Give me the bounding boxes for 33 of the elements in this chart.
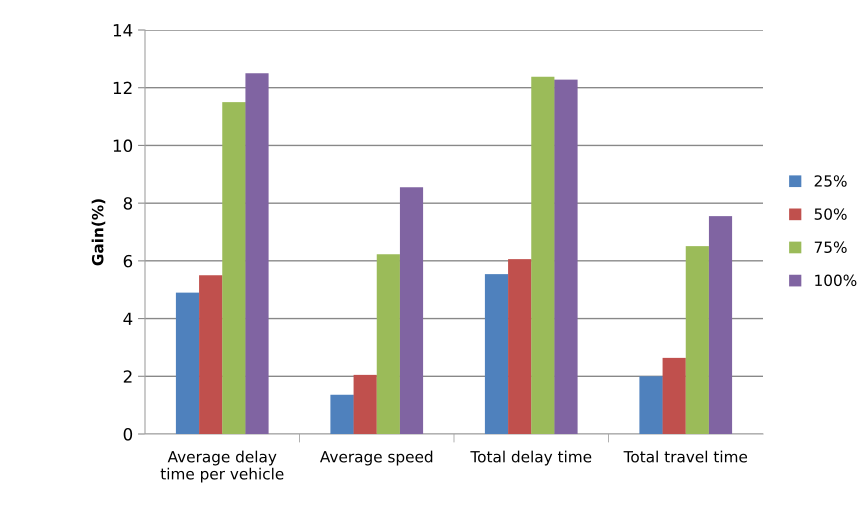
x-tick-label: Total travel time	[624, 450, 748, 462]
y-tick-label: 12	[114, 82, 132, 94]
x-tick-label: Average delay time per vehicle	[160, 450, 284, 483]
bar	[354, 374, 377, 434]
y-tick-label: 6	[124, 254, 132, 268]
bar	[686, 246, 709, 434]
bar	[508, 259, 532, 434]
bar	[330, 394, 354, 434]
legend-label: 50%	[814, 208, 847, 220]
x-tick-label: Total delay time	[470, 450, 592, 466]
x-tick-label: Average speed	[320, 450, 432, 466]
y-tick-label: 4	[123, 312, 132, 325]
bar	[376, 254, 400, 434]
legend-label: 25%	[814, 175, 847, 187]
bar	[245, 73, 269, 434]
bar	[662, 358, 686, 434]
y-tick-label: 0	[124, 428, 132, 441]
y-tick-label: 8	[124, 197, 132, 210]
bar	[176, 292, 200, 434]
y-tick-label: 10	[114, 139, 132, 152]
y-tick-label: 14	[114, 24, 132, 36]
legend-label: 100%	[815, 274, 856, 286]
y-axis-title: Gain(%)	[92, 199, 106, 266]
bar	[222, 102, 246, 434]
bar	[400, 187, 424, 434]
bar	[531, 76, 554, 434]
y-tick-label: 2	[124, 370, 132, 383]
bar	[199, 275, 222, 434]
bar	[554, 80, 578, 434]
legend-label: 75%	[814, 241, 847, 253]
bar	[708, 216, 732, 434]
bar	[639, 376, 663, 434]
bar	[484, 274, 508, 434]
